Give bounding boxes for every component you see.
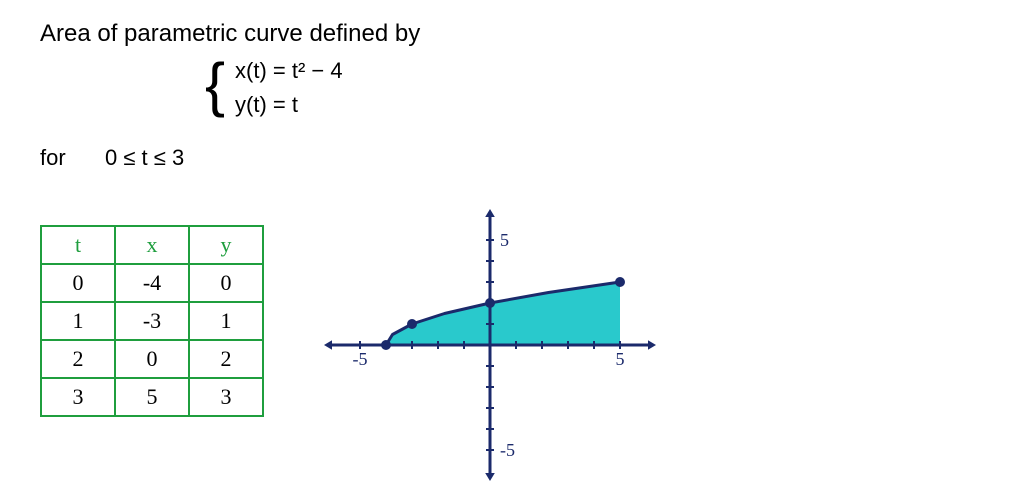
th-x: x (115, 226, 189, 264)
brace-left: { (205, 55, 225, 115)
equation-x: x(t) = t² − 4 (235, 58, 343, 84)
cell: -3 (115, 302, 189, 340)
page-root: Area of parametric curve defined by { x(… (0, 0, 1024, 502)
table-body: 0 -4 0 1 -3 1 2 0 2 3 5 3 (41, 264, 263, 416)
cell: 2 (189, 340, 263, 378)
cell: 1 (189, 302, 263, 340)
parametric-chart: 5 -5 5 -5 (320, 205, 660, 485)
title-line: Area of parametric curve defined by (40, 20, 420, 48)
cell: 0 (189, 264, 263, 302)
cell: 1 (41, 302, 115, 340)
table-header-row: t x y (41, 226, 263, 264)
th-t: t (41, 226, 115, 264)
table-row: 3 5 3 (41, 378, 263, 416)
svg-text:-5: -5 (353, 349, 368, 369)
svg-text:5: 5 (616, 349, 625, 369)
svg-text:-5: -5 (500, 440, 515, 460)
table-row: 0 -4 0 (41, 264, 263, 302)
for-label: for (40, 145, 66, 171)
cell: -4 (115, 264, 189, 302)
values-table: t x y 0 -4 0 1 -3 1 2 0 (40, 225, 264, 417)
t-range: 0 ≤ t ≤ 3 (105, 145, 184, 171)
svg-text:5: 5 (500, 230, 509, 250)
cell: 0 (41, 264, 115, 302)
cell: 3 (41, 378, 115, 416)
cell: 0 (115, 340, 189, 378)
equation-y: y(t) = t (235, 92, 298, 118)
cell: 5 (115, 378, 189, 416)
chart-svg: 5 -5 5 -5 (320, 205, 660, 485)
table-row: 2 0 2 (41, 340, 263, 378)
cell: 2 (41, 340, 115, 378)
table-row: 1 -3 1 (41, 302, 263, 340)
cell: 3 (189, 378, 263, 416)
values-table-wrap: t x y 0 -4 0 1 -3 1 2 0 (40, 225, 264, 417)
th-y: y (189, 226, 263, 264)
